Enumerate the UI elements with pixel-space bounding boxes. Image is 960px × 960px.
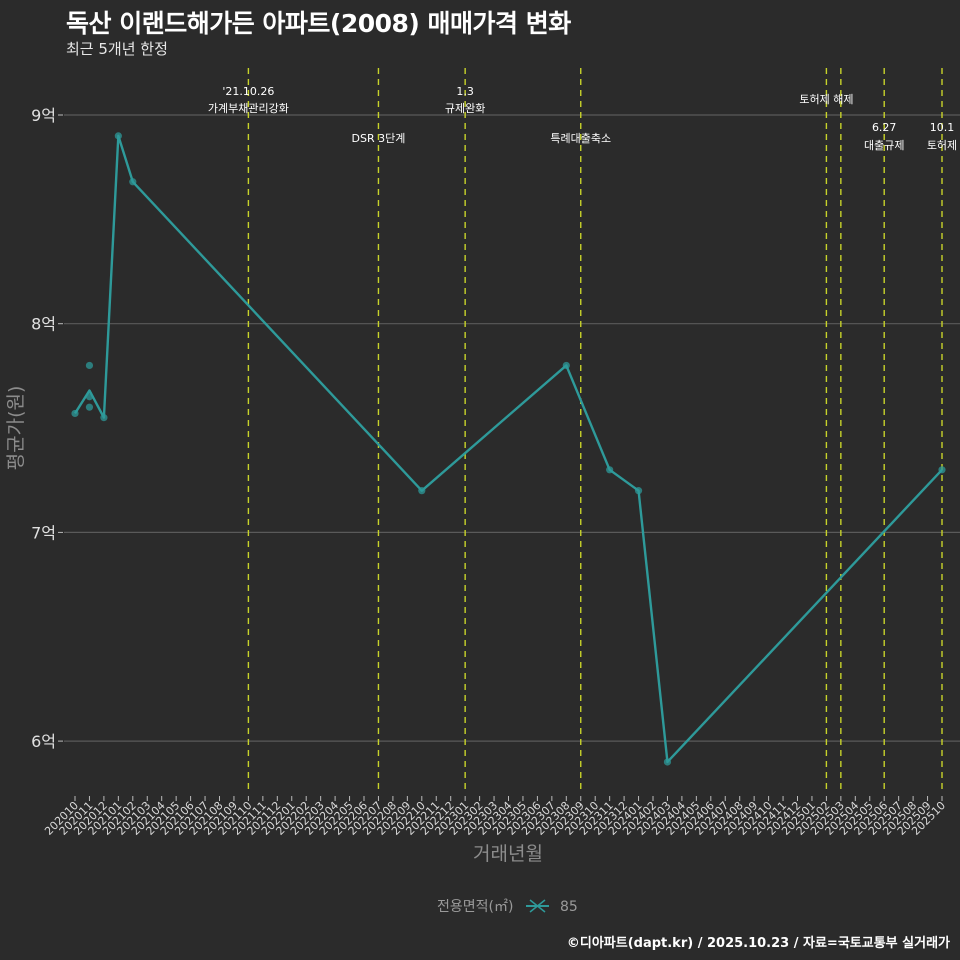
data-point (85, 361, 94, 370)
event-annotation: 토허제 해제 (799, 92, 853, 106)
y-tick-label: 8억 (31, 315, 56, 334)
data-point (634, 487, 643, 495)
source-caption: ©디아파트(dapt.kr) / 2025.10.23 / 자료=국토교통부 실… (566, 936, 950, 951)
event-annotation: 가계부채관리강화 (208, 102, 289, 115)
data-point (100, 414, 108, 422)
legend-label: 85 (560, 899, 578, 915)
event-annotation: 대출규제 (864, 139, 904, 152)
legend-key-icon (526, 899, 549, 913)
event-annotation: 1.3 (456, 85, 474, 98)
x-axis-title: 거래년월 (473, 843, 543, 865)
data-point (114, 132, 122, 140)
event-annotation: 10.1 (930, 121, 955, 134)
data-point (85, 393, 94, 401)
data-point (606, 466, 614, 474)
chart-subtitle: 최근 5개년 한정 (66, 40, 168, 58)
event-annotation: 특례대출축소 (550, 132, 611, 145)
data-point (85, 403, 94, 411)
chart-title: 독산 이랜드해가든 아파트(2008) 매매가격 변화 (66, 9, 571, 38)
y-tick-label: 7억 (31, 523, 56, 542)
data-point (663, 758, 672, 766)
event-annotation: 규제완화 (445, 102, 485, 115)
data-point (129, 178, 137, 186)
y-axis: 6억 7억 8억 9억 (31, 106, 63, 751)
series-85 (71, 132, 946, 766)
y-tick-label: 6억 (31, 732, 56, 751)
event-annotation: DSR 3단계 (352, 132, 406, 145)
data-point (938, 466, 946, 474)
y-axis-title: 평균가(원) (5, 386, 27, 471)
event-lines (247, 68, 943, 790)
data-point (418, 487, 426, 495)
legend-title: 전용면적(㎡) (437, 899, 513, 915)
legend: 전용면적(㎡) 85 (437, 899, 578, 915)
gridlines (64, 114, 960, 742)
event-annotation: 토허제 (927, 139, 957, 152)
data-point (71, 409, 79, 418)
event-annotation: '21.10.26 (222, 85, 274, 98)
y-tick-label: 9억 (31, 106, 56, 125)
event-annotation: 6.27 (872, 121, 897, 134)
series-line (73, 134, 943, 764)
data-point (562, 361, 570, 370)
x-axis: 2020102020112020122021012021022021032021… (42, 796, 948, 838)
